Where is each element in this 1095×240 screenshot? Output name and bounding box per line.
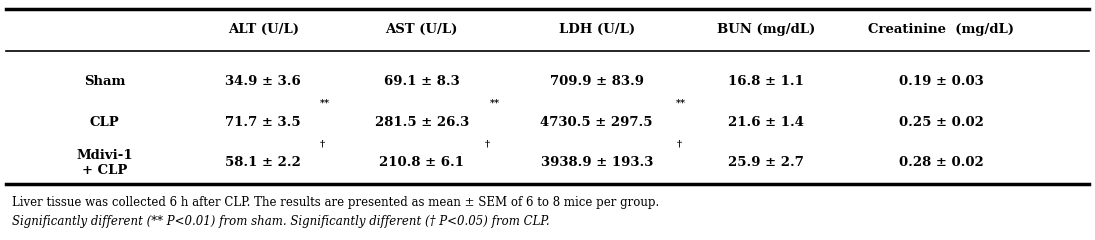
Text: 58.1 ± 2.2: 58.1 ± 2.2 [226, 156, 301, 169]
Text: 21.6 ± 1.4: 21.6 ± 1.4 [728, 116, 804, 129]
Text: 281.5 ± 26.3: 281.5 ± 26.3 [374, 116, 469, 129]
Text: **: ** [489, 99, 500, 108]
Text: 16.8 ± 1.1: 16.8 ± 1.1 [728, 75, 804, 88]
Text: †: † [320, 140, 325, 149]
Text: **: ** [677, 99, 687, 108]
Text: 25.9 ± 2.7: 25.9 ± 2.7 [728, 156, 804, 169]
Text: ALT (U/L): ALT (U/L) [228, 23, 299, 36]
Text: Significantly different (** P<0.01) from sham. Significantly different († P<0.05: Significantly different (** P<0.01) from… [12, 215, 550, 228]
Text: 4730.5 ± 297.5: 4730.5 ± 297.5 [541, 116, 653, 129]
Text: 0.19 ± 0.03: 0.19 ± 0.03 [899, 75, 983, 88]
Text: Sham: Sham [84, 75, 125, 88]
Text: Mdivi-1
+ CLP: Mdivi-1 + CLP [77, 149, 132, 177]
Text: Creatinine  (mg/dL): Creatinine (mg/dL) [868, 23, 1014, 36]
Text: 69.1 ± 8.3: 69.1 ± 8.3 [384, 75, 460, 88]
Text: 3938.9 ± 193.3: 3938.9 ± 193.3 [541, 156, 653, 169]
Text: **: ** [320, 99, 330, 108]
Text: 210.8 ± 6.1: 210.8 ± 6.1 [379, 156, 464, 169]
Text: LDH (U/L): LDH (U/L) [558, 23, 635, 36]
Text: †: † [484, 140, 489, 149]
Text: Liver tissue was collected 6 h after CLP. The results are presented as mean ± SE: Liver tissue was collected 6 h after CLP… [12, 196, 659, 209]
Text: BUN (mg/dL): BUN (mg/dL) [717, 23, 816, 36]
Text: 71.7 ± 3.5: 71.7 ± 3.5 [226, 116, 301, 129]
Text: AST (U/L): AST (U/L) [385, 23, 458, 36]
Text: 0.28 ± 0.02: 0.28 ± 0.02 [899, 156, 983, 169]
Text: 0.25 ± 0.02: 0.25 ± 0.02 [899, 116, 983, 129]
Text: 34.9 ± 3.6: 34.9 ± 3.6 [226, 75, 301, 88]
Text: CLP: CLP [90, 116, 119, 129]
Text: †: † [677, 140, 681, 149]
Text: 709.9 ± 83.9: 709.9 ± 83.9 [550, 75, 644, 88]
